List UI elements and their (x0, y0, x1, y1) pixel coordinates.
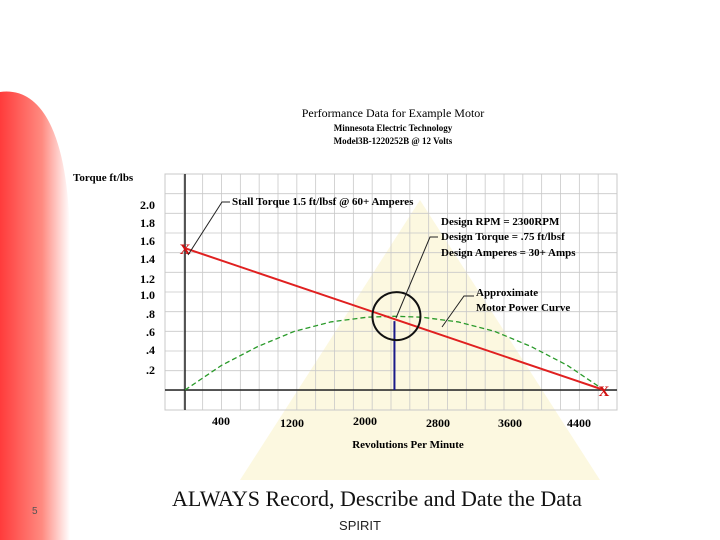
x-axis-label: Revolutions Per Minute (352, 439, 464, 451)
x-tick-label: 400 (212, 414, 230, 428)
power-curve-line (184, 315, 605, 391)
y-tick-label: 1.8 (140, 216, 155, 230)
stall-point-marker: X (180, 242, 191, 258)
stall-leader-line (187, 201, 230, 256)
design-amps-annotation: Design Amperes = 30+ Amps (441, 247, 576, 259)
y-tick-label: .8 (146, 307, 155, 321)
plot-area: XX (180, 201, 609, 400)
power-curve-annotation-line2: Motor Power Curve (476, 302, 570, 314)
x-tick-label: 4400 (567, 416, 591, 430)
design-point-circle (371, 291, 422, 342)
x-tick-label: 1200 (280, 416, 304, 430)
chart-title: Performance Data for Example Motor (302, 106, 485, 120)
slide-caption: ALWAYS Record, Describe and Date the Dat… (172, 486, 582, 511)
x-tick-labels: 400 1200 2000 2800 3600 4400 (212, 414, 591, 430)
stall-torque-annotation: Stall Torque 1.5 ft/lbsf @ 60+ Amperes (232, 196, 414, 208)
y-tick-label: .2 (146, 363, 155, 377)
power-curve-annotation-line1: Approximate (476, 287, 538, 299)
y-tick-label: 2.0 (140, 198, 155, 212)
y-tick-label: 1.2 (140, 272, 155, 286)
torque-line (184, 247, 605, 391)
x-tick-label: 2000 (353, 414, 377, 428)
power-leader-line (441, 295, 474, 328)
chart-subtitle-model: Model3B-1220252B @ 12 Volts (334, 136, 453, 146)
y-tick-labels: 2.0 1.8 1.6 1.4 1.2 1.0 .8 .6 .4 .2 (140, 198, 155, 377)
y-tick-label: .4 (146, 343, 155, 357)
left-accent-bar (0, 91, 70, 540)
design-torque-annotation: Design Torque = .75 ft/lbsf (441, 231, 565, 243)
free-speed-point-marker: X (598, 384, 609, 400)
y-tick-label: 1.6 (140, 234, 155, 248)
slide-footer: SPIRIT (339, 518, 381, 533)
x-tick-label: 2800 (426, 416, 450, 430)
grid-lines (164, 173, 618, 411)
x-tick-label: 3600 (498, 416, 522, 430)
y-axis-label: Torque ft/lbs (73, 172, 134, 184)
y-tick-label: 1.4 (140, 252, 155, 266)
y-tick-label: 1.0 (140, 288, 155, 302)
y-tick-label: .6 (146, 325, 155, 339)
design-leader-line (395, 236, 438, 319)
design-rpm-annotation: Design RPM = 2300RPM (441, 216, 560, 228)
chart-subtitle-maker: Minnesota Electric Technology (334, 123, 453, 133)
slide-number: 5 (32, 506, 38, 517)
